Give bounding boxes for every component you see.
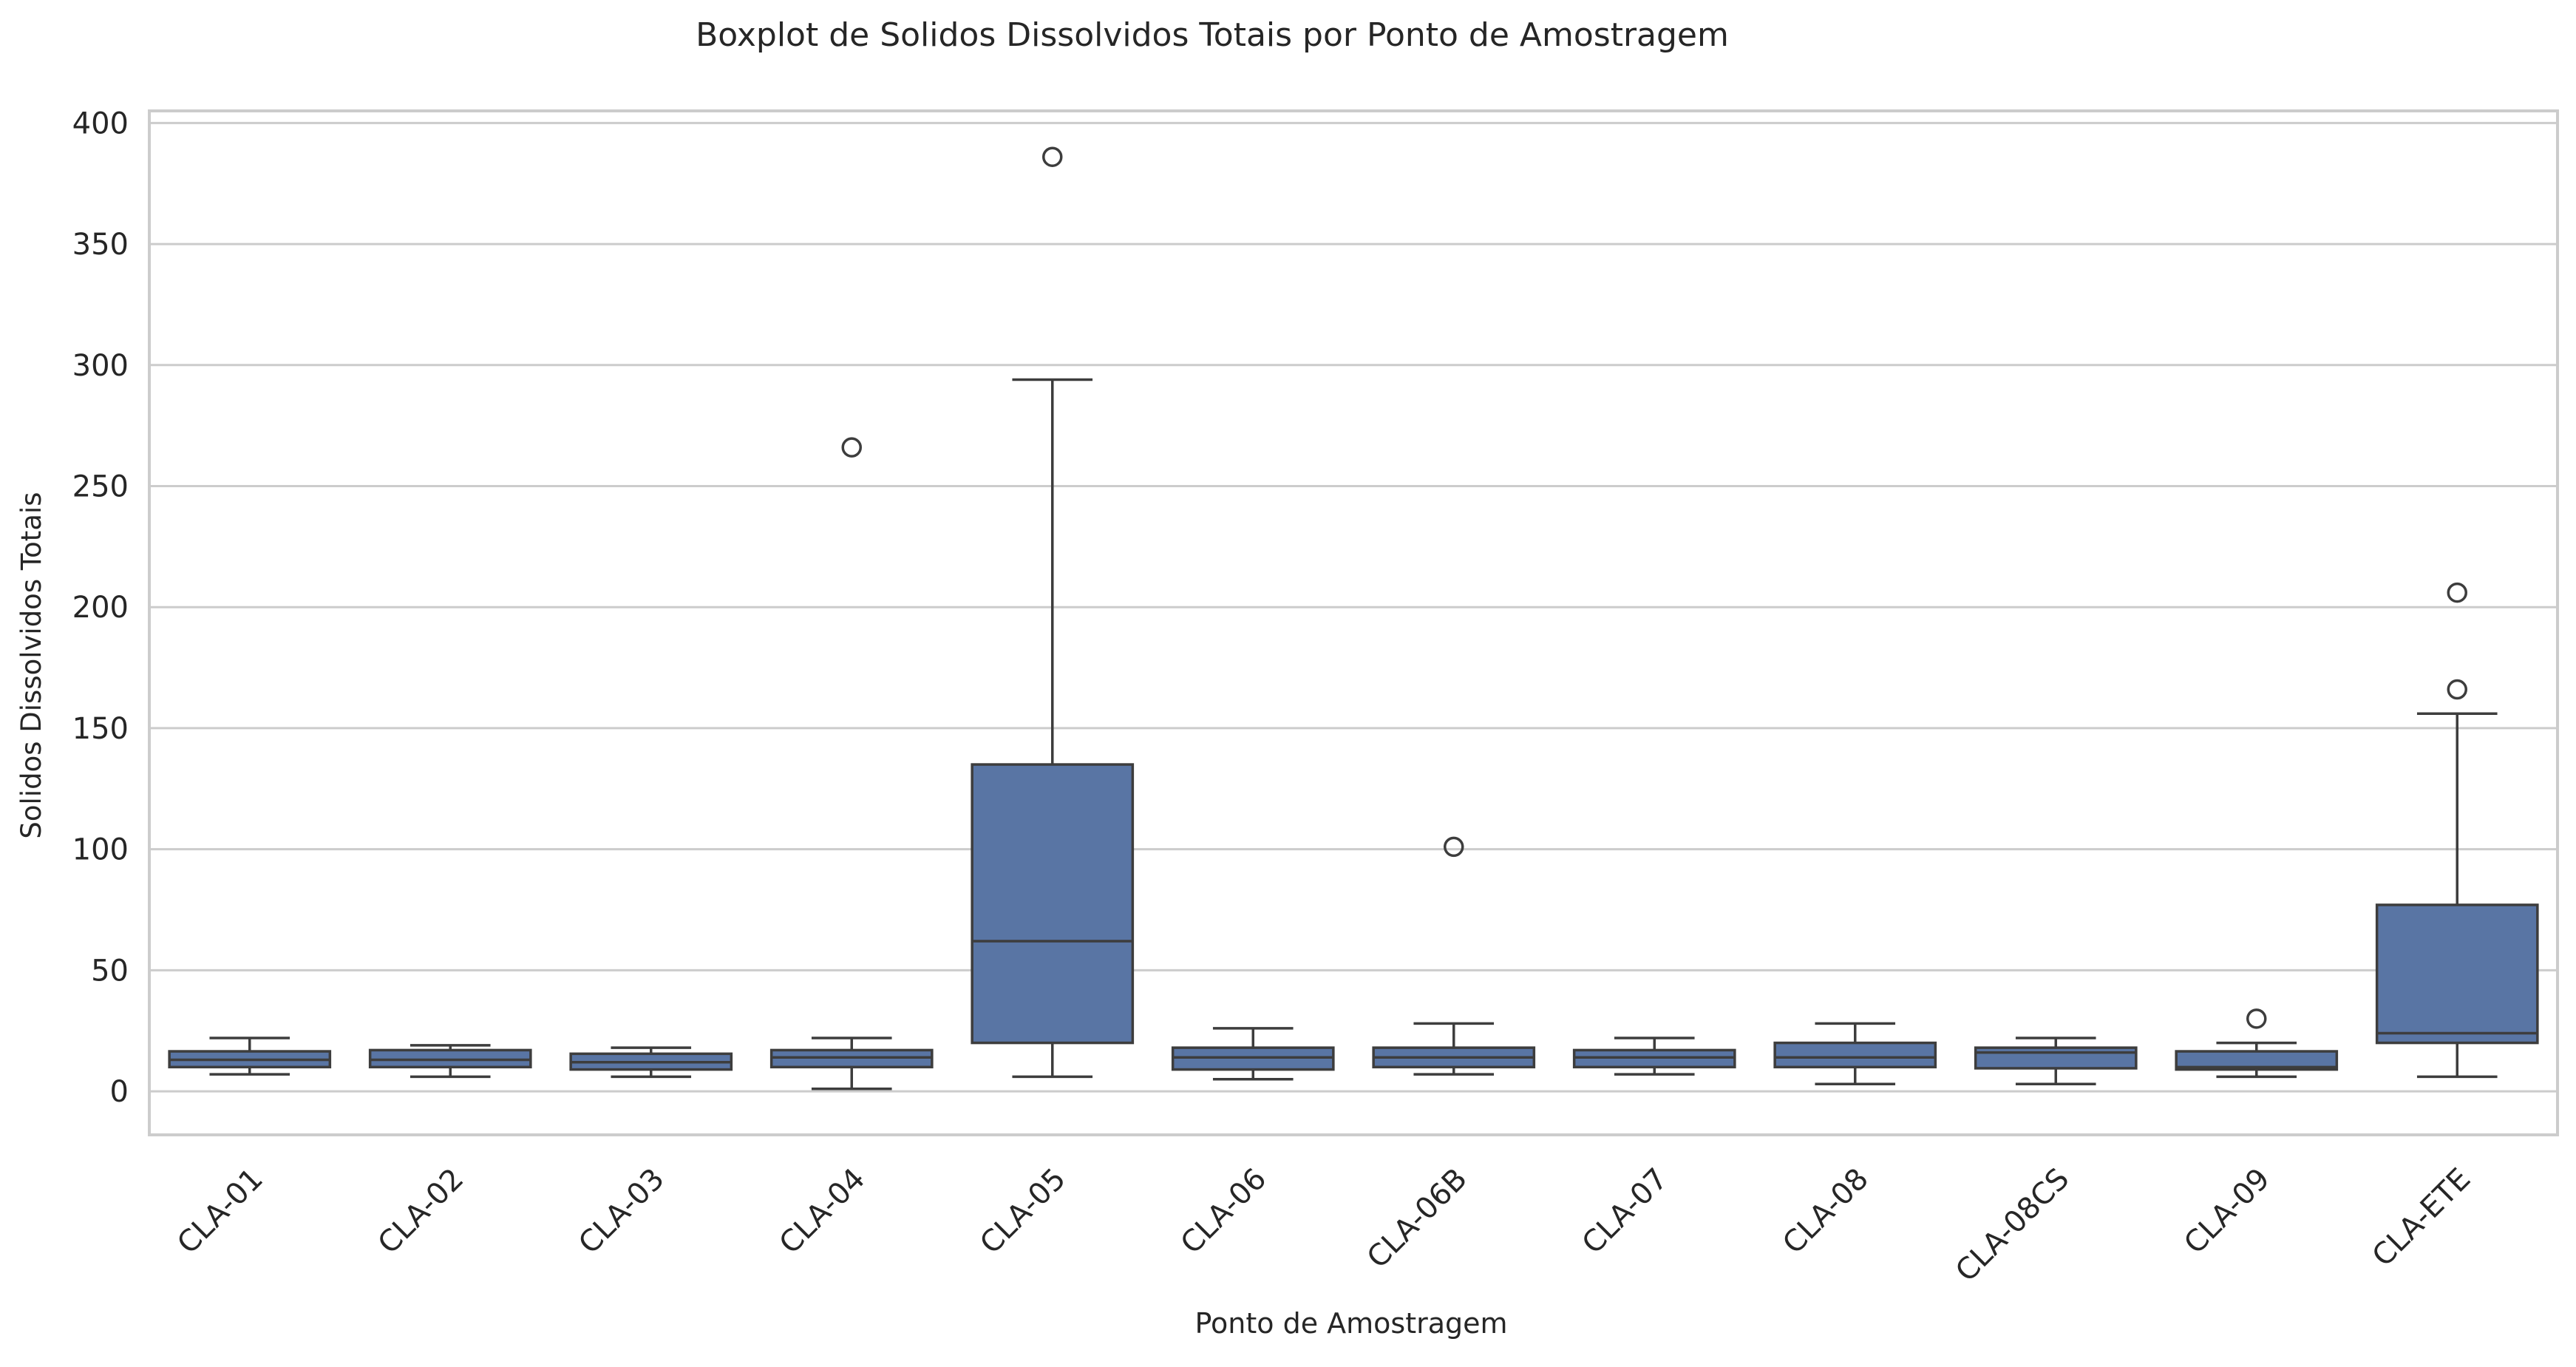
y-axis-label: Solidos Dissolvidos Totais [16,492,47,838]
box-group-cla-08 [1773,1022,1937,1085]
y-tick-label: 400 [72,106,129,140]
box-group-cla-01 [168,1037,332,1076]
box-iqr [2375,903,2539,1045]
box-iqr [1773,1041,1937,1069]
box-group-cla-02 [368,1044,532,1079]
y-tick-label: 300 [72,349,129,383]
outlier-point [2447,582,2467,603]
outlier-point [2246,1008,2267,1029]
box-group-cla-04 [769,437,934,1090]
plot-frame [148,109,2559,1136]
grid-layer [149,121,2558,1093]
box-group-cla-06 [1171,1027,1335,1081]
y-tick-label: 150 [72,712,129,746]
box-group-cla-05 [971,146,1135,1079]
chart-title: Boxplot de Solidos Dissolvidos Totais po… [696,16,1729,54]
box-group-cla-08cs [1974,1037,2138,1085]
y-tick-label: 250 [72,470,129,504]
box-iqr [971,763,1135,1045]
box-group-cla-09 [2175,1008,2339,1079]
outlier-point [841,437,862,458]
box-group-cla-ete [2375,582,2539,1079]
y-tick-label: 200 [72,591,129,625]
y-tick-labels: 0 50 100 150 200 250 300 350 400 [72,106,129,1109]
outlier-point [1444,836,1464,858]
outlier-point [2447,679,2467,700]
y-tick-label: 0 [110,1075,129,1109]
box-layer [168,146,2539,1090]
box-group-cla-03 [569,1046,733,1079]
box-group-cla-07 [1572,1037,1736,1076]
box-iqr [1974,1046,2138,1070]
y-tick-label: 50 [91,954,129,988]
y-tick-label: 100 [72,833,129,867]
outlier-point [1042,146,1063,167]
x-axis-label: Ponto de Amostragem [1194,1307,1507,1340]
y-tick-label: 350 [72,228,129,262]
box-group-cla-06b [1372,836,1536,1076]
